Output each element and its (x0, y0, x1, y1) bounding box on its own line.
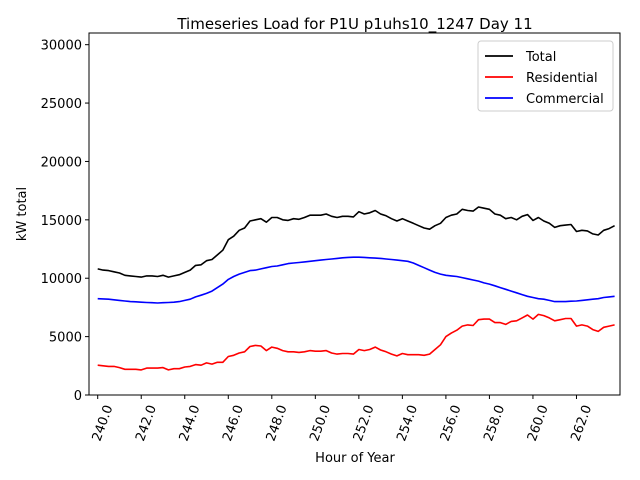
x-axis-label: Hour of Year (315, 451, 395, 466)
legend: Total Residential Commercial (477, 40, 614, 112)
y-axis-ticks: 0 5000 10000 15000 20000 25000 30000 (41, 39, 89, 404)
y-tick-label: 20000 (41, 155, 82, 170)
series-line-commercial (97, 256, 615, 304)
chart-title: Timeseries Load for P1U p1uhs10_1247 Day… (176, 15, 532, 34)
plot-border (88, 32, 621, 396)
y-tick-label: 0 (74, 389, 82, 404)
y-tick-label: 10000 (41, 272, 82, 287)
series-line-residential (97, 313, 615, 371)
y-tick-label: 30000 (41, 39, 82, 54)
series-layer (97, 206, 615, 371)
legend-label-total: Total (525, 50, 556, 65)
legend-label-residential: Residential (526, 71, 598, 86)
y-tick-label: 25000 (41, 97, 82, 112)
legend-label-commercial: Commercial (526, 92, 604, 107)
series-line-total (97, 206, 615, 278)
legend-box (477, 40, 614, 112)
y-axis-label: kW total (15, 187, 30, 241)
y-tick-label: 15000 (41, 214, 82, 229)
y-tick-label: 5000 (49, 331, 82, 346)
